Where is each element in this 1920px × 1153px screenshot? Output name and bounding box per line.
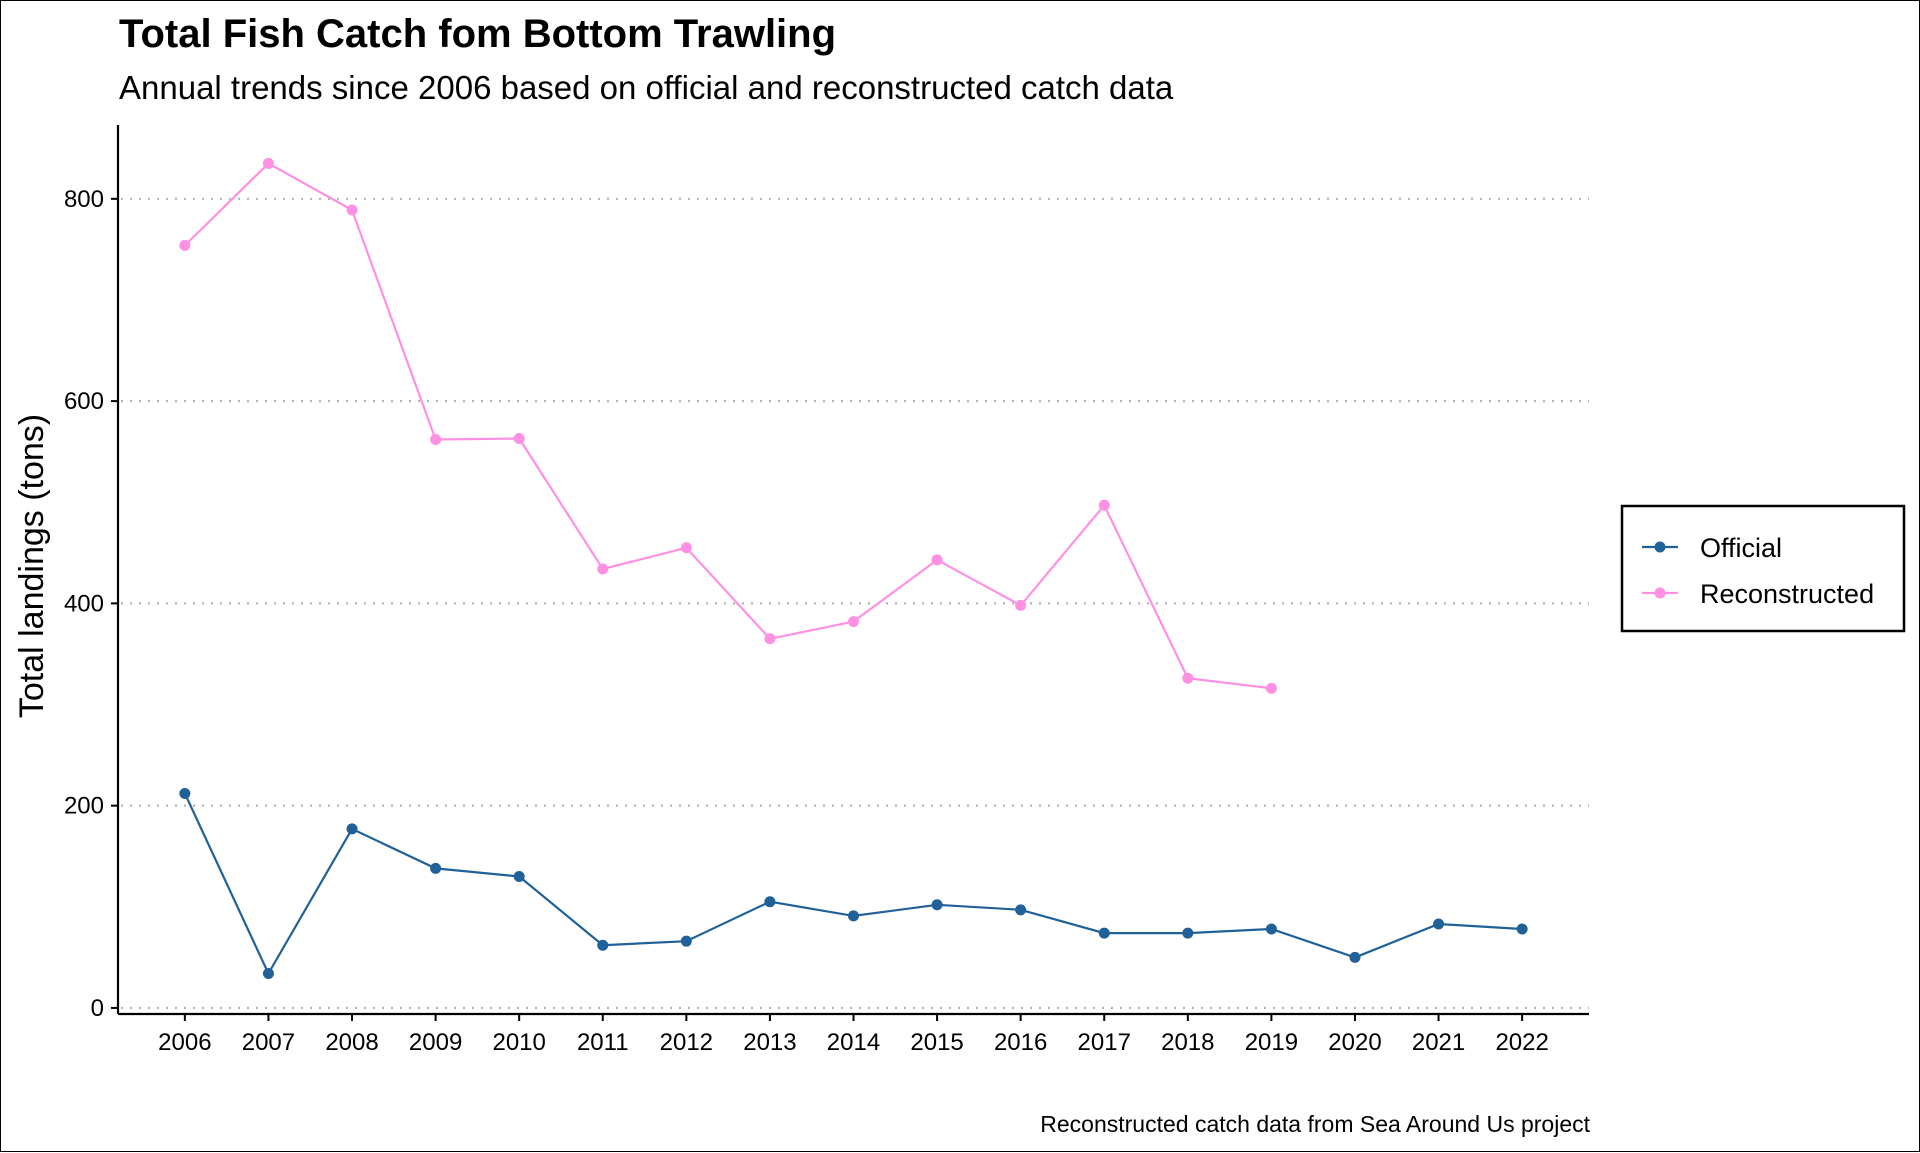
data-point-official bbox=[1265, 923, 1277, 935]
axes-layer: 0 200 400 600 800 2006 2007 2008 2009 2010 2011 201… bbox=[64, 125, 1589, 1056]
y-axis-label: Total landings (tons) bbox=[13, 414, 51, 718]
data-point-official bbox=[262, 968, 274, 980]
x-tick-label: 2009 bbox=[409, 1029, 462, 1056]
series-layer bbox=[179, 157, 1528, 980]
x-tick-label: 2014 bbox=[827, 1029, 880, 1056]
grid-layer bbox=[121, 197, 1589, 1010]
x-tick-label: 2019 bbox=[1245, 1029, 1298, 1056]
chart-subtitle: Annual trends since 2006 based on offici… bbox=[119, 69, 1174, 106]
data-point-official bbox=[680, 935, 692, 947]
data-point-reconstructed bbox=[346, 204, 358, 216]
data-point-reconstructed bbox=[597, 563, 609, 575]
x-tick-label: 2017 bbox=[1078, 1029, 1131, 1056]
legend-marker-official bbox=[1654, 541, 1666, 553]
series-official bbox=[179, 788, 1528, 980]
data-point-official bbox=[764, 896, 776, 908]
data-point-reconstructed bbox=[1265, 682, 1277, 694]
x-tick-label: 2015 bbox=[910, 1029, 963, 1056]
y-tick-label: 600 bbox=[64, 388, 104, 415]
series-line-reconstructed bbox=[184, 162, 1272, 690]
data-point-official bbox=[931, 899, 943, 911]
x-tick-label: 2020 bbox=[1328, 1029, 1381, 1056]
x-tick-label: 2008 bbox=[325, 1029, 378, 1056]
legend-box bbox=[1620, 504, 1906, 633]
x-tick-label: 2012 bbox=[660, 1029, 713, 1056]
chart-caption: Reconstructed catch data from Sea Around… bbox=[1040, 1111, 1590, 1137]
x-tick-label: 2018 bbox=[1161, 1029, 1214, 1056]
data-point-reconstructed bbox=[764, 633, 776, 645]
legend-marker-reconstructed bbox=[1654, 587, 1666, 599]
x-tick-label: 2006 bbox=[158, 1029, 211, 1056]
data-point-reconstructed bbox=[931, 554, 943, 566]
x-tick-label: 2022 bbox=[1495, 1029, 1548, 1056]
y-tick-label: 800 bbox=[64, 186, 104, 213]
data-point-reconstructed bbox=[680, 542, 692, 554]
data-point-reconstructed bbox=[430, 434, 442, 446]
data-point-official bbox=[179, 788, 191, 800]
x-tick-label: 2021 bbox=[1412, 1029, 1465, 1056]
data-point-official bbox=[1516, 923, 1528, 935]
data-point-official bbox=[513, 870, 525, 882]
data-point-reconstructed bbox=[513, 433, 525, 445]
chart-title: Total Fish Catch fom Bottom Trawling bbox=[119, 12, 836, 56]
y-tick-label: 400 bbox=[64, 590, 104, 617]
data-point-reconstructed bbox=[848, 616, 859, 628]
data-point-reconstructed bbox=[179, 239, 191, 251]
x-tick-label: 2016 bbox=[994, 1029, 1047, 1056]
data-point-reconstructed bbox=[1015, 599, 1027, 611]
x-tick-label: 2007 bbox=[242, 1029, 295, 1056]
y-tick-label: 200 bbox=[64, 793, 104, 820]
series-line-official bbox=[183, 793, 1523, 976]
data-point-official bbox=[848, 910, 859, 922]
x-tick-label: 2010 bbox=[492, 1029, 545, 1056]
data-point-official bbox=[1433, 918, 1445, 930]
legend: Official Reconstructed bbox=[1620, 504, 1906, 633]
data-point-official bbox=[597, 939, 609, 951]
data-point-official bbox=[1182, 927, 1194, 939]
data-point-reconstructed bbox=[262, 157, 274, 169]
data-point-official bbox=[430, 862, 442, 874]
x-tick-label: 2011 bbox=[577, 1029, 629, 1056]
x-tick-label: 2013 bbox=[743, 1029, 796, 1056]
legend-label-reconstructed: Reconstructed bbox=[1700, 579, 1874, 609]
data-point-official bbox=[1015, 904, 1027, 916]
data-point-reconstructed bbox=[1098, 499, 1110, 511]
data-point-official bbox=[1098, 927, 1110, 939]
y-tick-label: 0 bbox=[91, 995, 104, 1022]
data-point-official bbox=[1349, 951, 1361, 963]
data-point-official bbox=[346, 823, 358, 835]
series-reconstructed bbox=[179, 157, 1277, 694]
legend-label-official: Official bbox=[1700, 533, 1782, 563]
data-point-reconstructed bbox=[1182, 672, 1194, 684]
